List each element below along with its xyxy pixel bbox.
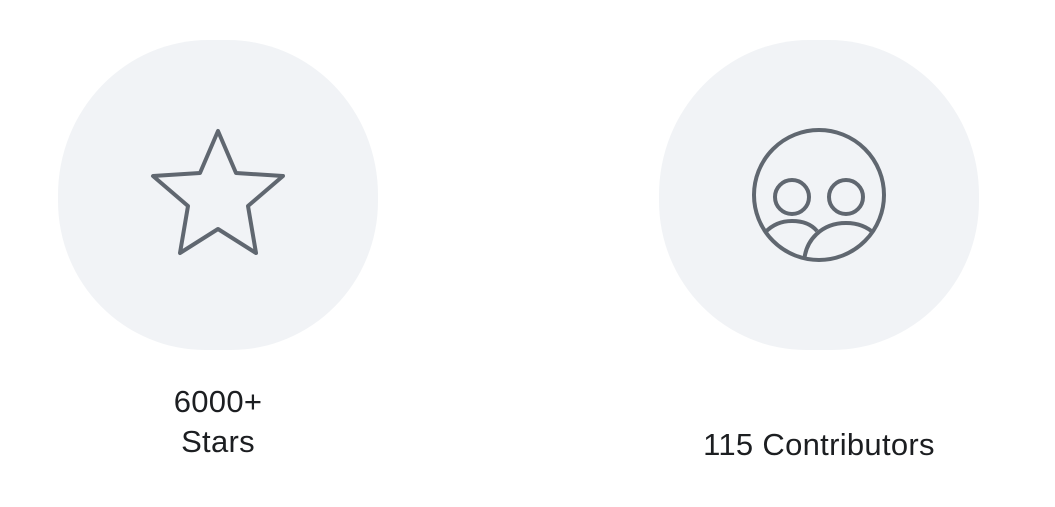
contributors-stat: 115 Contributors: [659, 0, 979, 507]
contributors-icon: [752, 128, 886, 262]
contributors-label: 115 Contributors: [659, 425, 979, 465]
star-icon: [151, 129, 285, 255]
contributors-count: 115 Contributors: [703, 427, 935, 462]
contributors-icon-background: [659, 40, 979, 350]
stars-count: 6000+: [173, 384, 263, 419]
stars-label: 6000+ Stars: [58, 382, 378, 462]
stars-stat: 6000+ Stars: [58, 0, 378, 507]
stars-caption: Stars: [181, 424, 255, 459]
stars-icon-background: [58, 40, 378, 350]
